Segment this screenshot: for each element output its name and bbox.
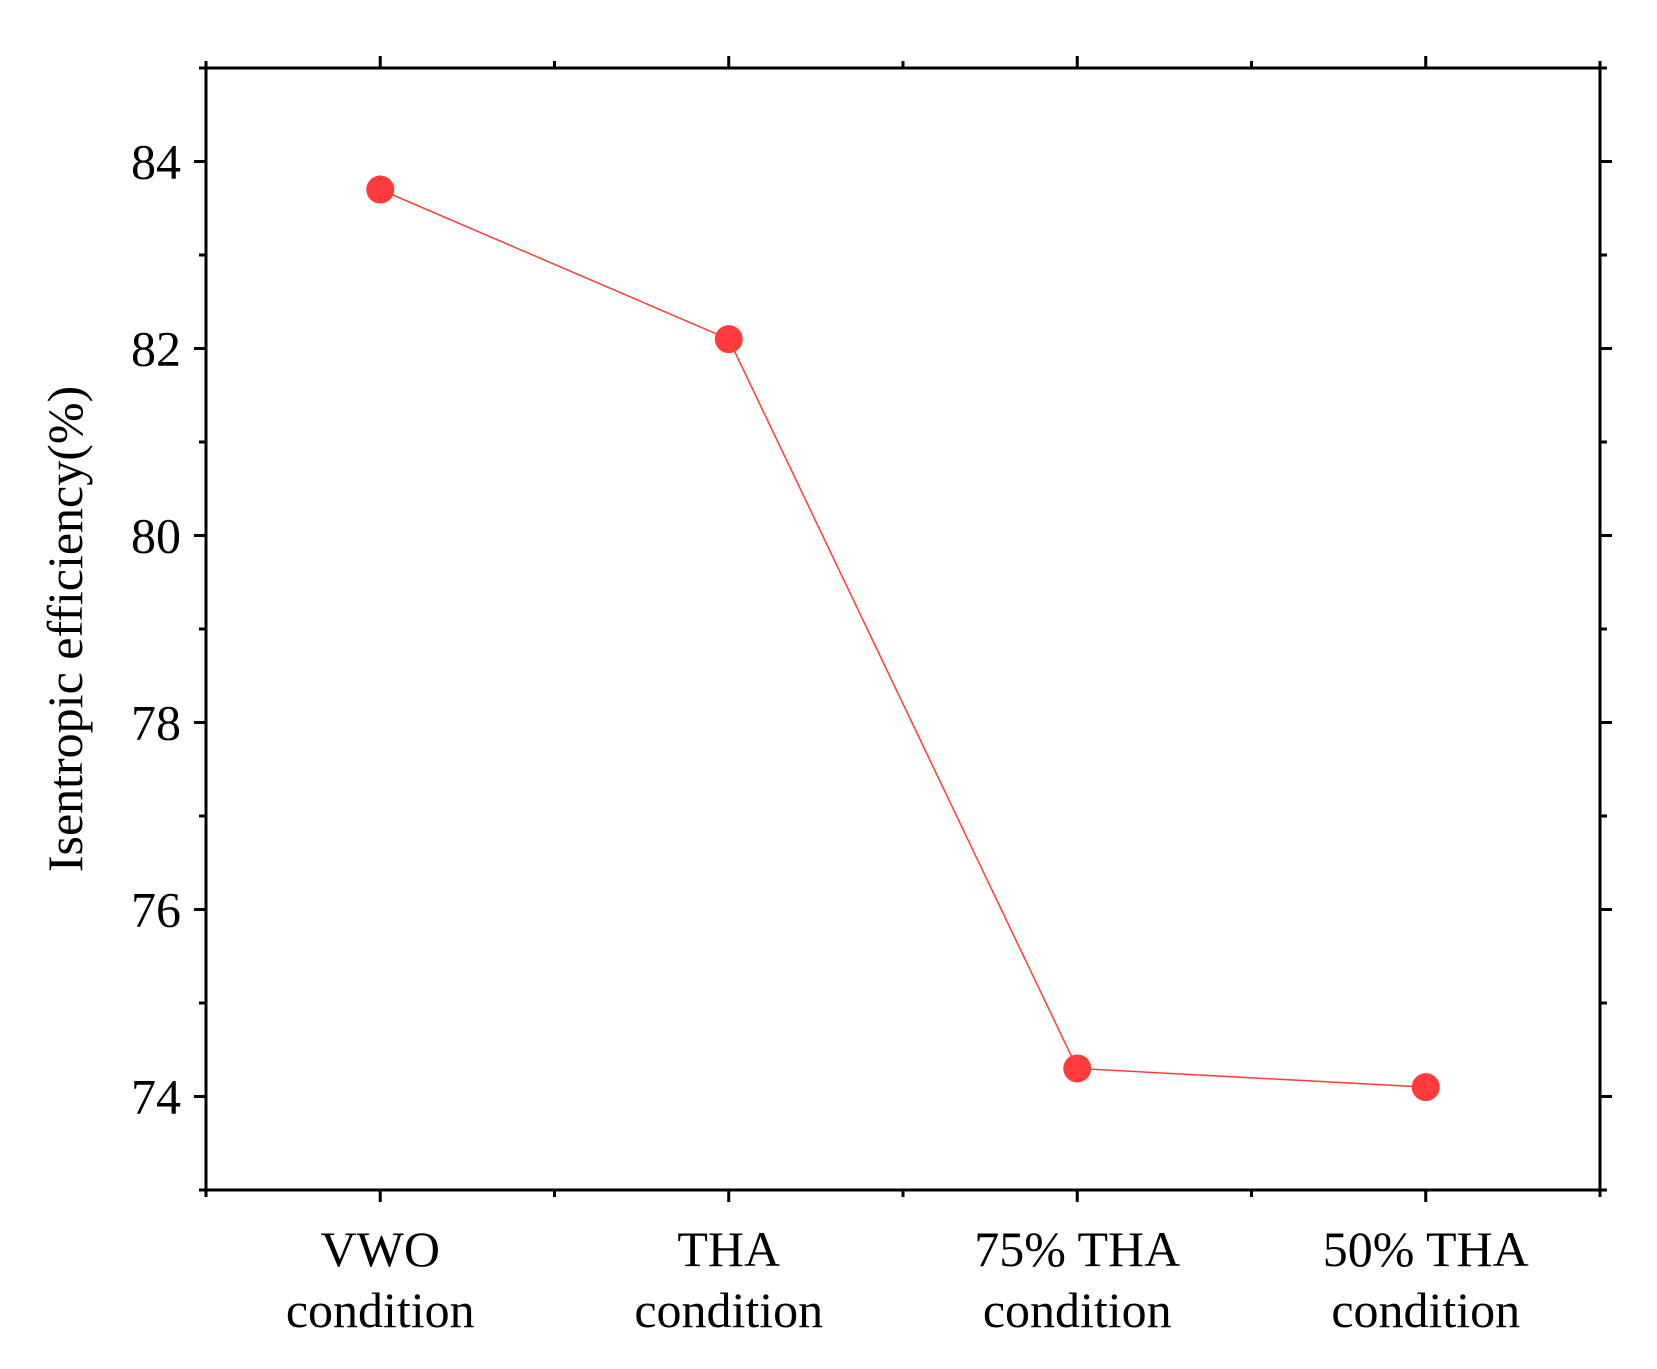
- x-tick-label-line: condition: [983, 1282, 1172, 1338]
- x-tick-label-line: VWO: [321, 1221, 440, 1277]
- data-point-marker: [366, 175, 395, 204]
- data-point-marker: [1063, 1054, 1092, 1083]
- plot-frame: [204, 66, 1602, 1192]
- y-tick-label: 76: [131, 882, 181, 938]
- ticks-layer: [194, 56, 1612, 1202]
- data-point-marker: [714, 325, 743, 354]
- data-point-marker: [1411, 1073, 1440, 1102]
- x-tick-label: VWO condition: [286, 1221, 475, 1338]
- x-tick-label: 50% THA condition: [1323, 1221, 1529, 1338]
- x-tick-label: THA condition: [634, 1221, 823, 1338]
- x-tick-label-line: condition: [634, 1282, 823, 1338]
- series-layer: [366, 175, 1440, 1102]
- x-tick-label-line: 75% THA: [974, 1221, 1180, 1277]
- series-line: [379, 188, 1426, 1088]
- y-axis-title: Isentropic efficiency(%): [37, 386, 93, 872]
- x-tick-label-line: condition: [286, 1282, 475, 1338]
- y-tick-label: 84: [131, 134, 181, 190]
- x-tick-label-line: 50% THA: [1323, 1221, 1529, 1277]
- x-tick-label-line: THA: [677, 1221, 780, 1277]
- y-tick-label: 80: [131, 508, 181, 564]
- y-tick-label: 82: [131, 321, 181, 377]
- x-tick-label: 75% THA condition: [974, 1221, 1180, 1338]
- y-tick-labels: 74 76 78 80 82 84: [131, 134, 181, 1125]
- x-tick-label-line: condition: [1331, 1282, 1520, 1338]
- y-tick-label: 74: [131, 1069, 181, 1125]
- y-tick-label: 78: [131, 695, 181, 751]
